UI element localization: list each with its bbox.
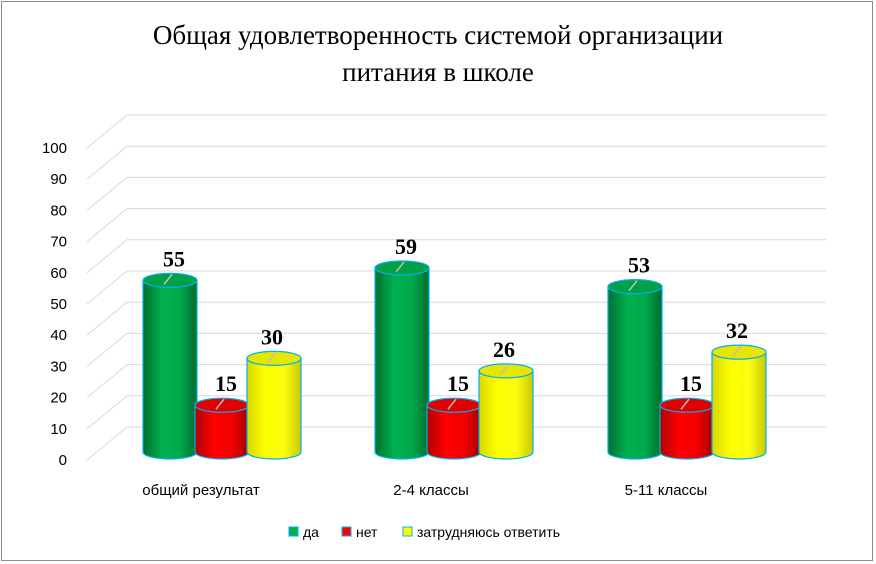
chart-title-line-2: питания в школе: [342, 57, 534, 87]
data-label-leader: [447, 398, 457, 410]
bar: [711, 344, 767, 460]
legend: да нет затрудняюсь ответить: [288, 524, 560, 540]
chart-title-line-1: Общая удовлетворенность системой организ…: [153, 20, 723, 50]
bar-body: [711, 351, 767, 460]
gridline: [86, 332, 826, 367]
x-tick-label: 5-11 классы: [625, 482, 708, 499]
x-axis: общий результат 2-4 классы 5-11 классы: [142, 482, 707, 499]
bar-body: [194, 404, 250, 460]
gridline: [86, 395, 826, 430]
bar-body: [142, 279, 198, 460]
grid: [86, 114, 826, 461]
bar-top: [246, 350, 302, 366]
bar: [246, 350, 302, 460]
x-tick-label: общий результат: [142, 482, 260, 499]
data-labels: 55 15 30 59 15 26 53 15 32: [163, 234, 748, 410]
bar-top: [426, 397, 482, 413]
legend-swatch-da: [288, 526, 299, 537]
y-tick-label: 90: [50, 171, 67, 188]
data-label: 53: [628, 253, 650, 278]
y-tick-label: 80: [50, 202, 67, 219]
x-tick-label: 2-4 классы: [393, 482, 468, 499]
bar: [142, 272, 198, 460]
gridline: [86, 301, 826, 336]
legend-label-net: нет: [356, 524, 378, 540]
bar-body: [246, 357, 302, 460]
data-label-leader: [395, 261, 405, 273]
y-tick-label: 60: [50, 265, 67, 282]
legend-label-da: да: [303, 524, 319, 540]
gridline: [86, 426, 826, 461]
data-label: 59: [395, 234, 417, 259]
bars: [142, 260, 767, 460]
y-axis: 0 10 20 30 40 50 60 70 80 90 100: [42, 140, 67, 469]
bar-body: [374, 267, 430, 460]
legend-swatch-net: [341, 526, 352, 537]
bar: [659, 397, 715, 460]
y-tick-label: 20: [50, 390, 67, 407]
data-label: 26: [493, 337, 515, 362]
bar: [194, 397, 250, 460]
bar-top: [659, 397, 715, 413]
y-tick-label: 50: [50, 296, 67, 313]
data-label-leader: [267, 351, 277, 363]
data-label: 30: [261, 324, 283, 349]
data-label: 32: [726, 318, 748, 343]
gridline: [86, 270, 826, 305]
data-label-leader: [163, 273, 173, 285]
bar: [426, 397, 482, 460]
y-tick-label: 70: [50, 234, 67, 251]
bar-top: [607, 279, 663, 295]
data-label-leader: [628, 280, 638, 292]
bar-body: [659, 404, 715, 460]
data-label-leader: [680, 398, 690, 410]
bar-top: [478, 363, 534, 379]
data-label: 15: [447, 371, 469, 396]
y-tick-label: 40: [50, 327, 67, 344]
legend-swatch-hard: [402, 526, 413, 537]
data-label-leader: [215, 398, 225, 410]
y-tick-label: 10: [50, 421, 67, 438]
legend-label-hard: затрудняюсь ответить: [417, 524, 560, 540]
gridline: [86, 208, 826, 242]
bar: [478, 363, 534, 460]
data-label: 15: [215, 371, 237, 396]
bar: [607, 279, 663, 460]
gridline: [86, 114, 826, 149]
y-tick-label: 30: [50, 358, 67, 375]
data-label-leader: [732, 345, 742, 357]
bar: [374, 260, 430, 460]
bar-top: [142, 272, 198, 288]
bar-body: [426, 404, 482, 460]
y-tick-label: 0: [59, 452, 67, 469]
gridline: [86, 239, 826, 274]
bar-top: [374, 260, 430, 276]
data-label: 55: [163, 246, 185, 271]
gridline: [86, 145, 826, 180]
data-label-leader: [499, 364, 509, 376]
bar-top: [194, 397, 250, 413]
gridline: [86, 364, 826, 398]
data-label: 15: [680, 371, 702, 396]
bar-body: [478, 370, 534, 460]
bar-top: [711, 344, 767, 360]
y-tick-label: 100: [42, 140, 67, 157]
gridline: [86, 176, 826, 211]
bar-body: [607, 286, 663, 460]
